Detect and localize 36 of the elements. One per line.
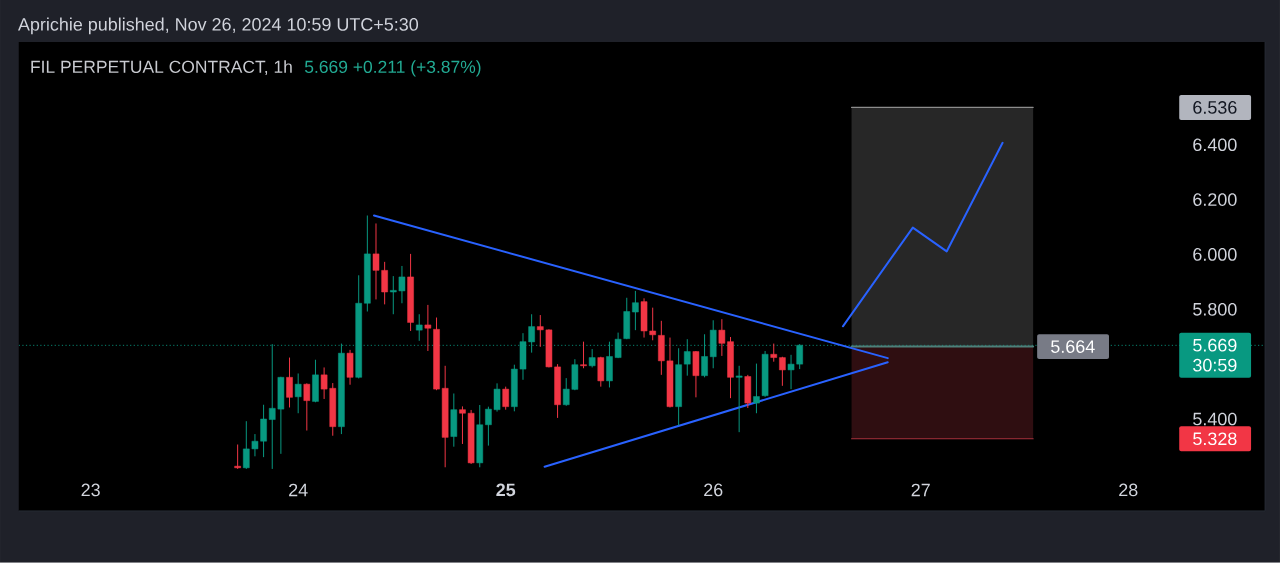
y-tick-label: 6.400 [1193, 138, 1237, 152]
candlestick [770, 343, 778, 363]
candlestick [294, 373, 302, 414]
data-label: 5.664 [1051, 340, 1095, 354]
candlestick [588, 348, 596, 369]
text: FIL PERPETUAL CONTRACT, 1h [31, 60, 292, 76]
candlestick [234, 444, 241, 470]
candlestick [502, 386, 509, 411]
y-tick-label: 6.000 [1193, 248, 1237, 261]
x-tick-label: 28 [1119, 483, 1138, 497]
candlestick [415, 313, 423, 342]
candlestick [701, 333, 708, 378]
x-tick-label: 24 [289, 483, 308, 497]
x-tick-label: 23 [81, 483, 100, 497]
y-tick-label: 5.400 [1193, 412, 1237, 426]
y-tick-label: 6.200 [1193, 193, 1237, 207]
candlestick [632, 290, 639, 331]
candlestick [424, 304, 432, 352]
text: 5.669 +0.211 (+3.87%) [304, 60, 481, 77]
annotation: 30:59 [1193, 358, 1237, 372]
x-tick-label: 27 [911, 483, 930, 497]
candlestick [735, 365, 743, 433]
x-tick-label: 26 [704, 483, 723, 497]
y2-tick-label: 5.328 [1193, 432, 1237, 446]
x-tick-label: 25 [496, 483, 516, 497]
y2-tick-label: 6.536 [1193, 101, 1237, 114]
y-tick-label: 5.800 [1193, 303, 1237, 316]
text: Aprichie published, Nov 26, 2024 10:59 UTC+5:30 [17, 17, 419, 35]
candlestick [779, 356, 786, 387]
candlestick [286, 357, 293, 409]
candlestick [597, 356, 605, 388]
candlestick [753, 363, 760, 414]
candlestick [303, 382, 311, 432]
ref-line-label: 5.669 [1193, 338, 1237, 352]
candlestick [580, 341, 587, 369]
line-series [841, 141, 1004, 328]
